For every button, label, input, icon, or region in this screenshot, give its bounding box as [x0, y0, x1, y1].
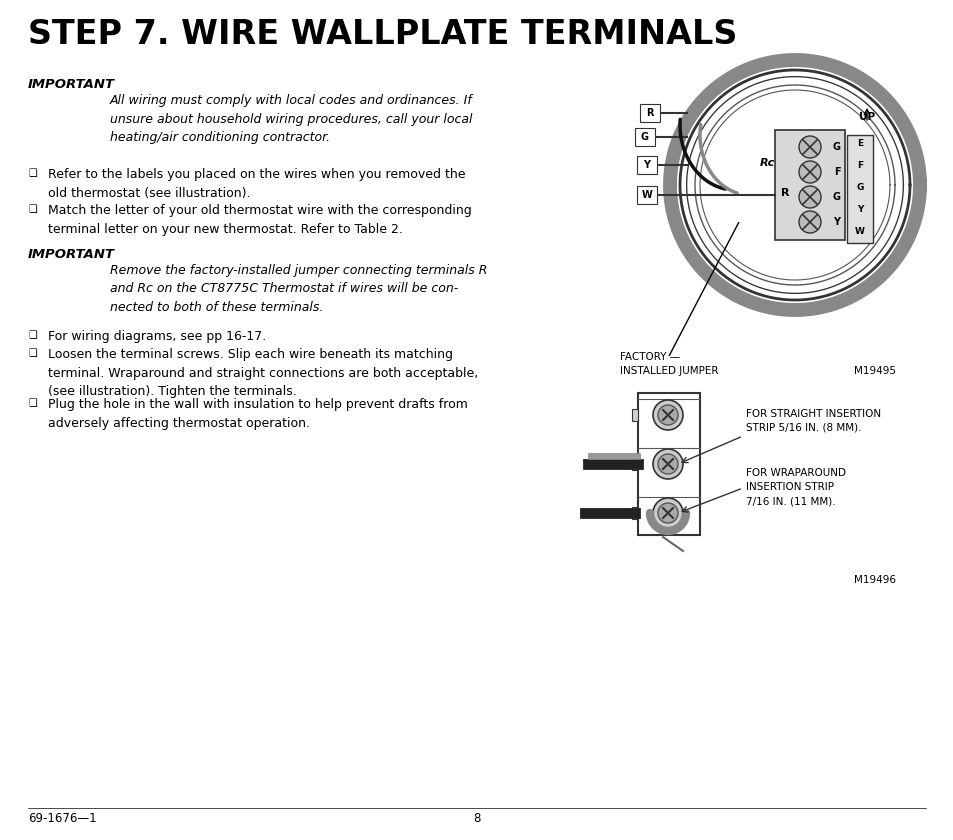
Text: G: G: [640, 132, 648, 142]
Text: ❑: ❑: [28, 168, 37, 178]
Text: Y: Y: [643, 160, 650, 170]
Text: R: R: [645, 108, 653, 118]
Text: R: R: [780, 188, 788, 198]
Text: IMPORTANT: IMPORTANT: [28, 248, 115, 261]
Polygon shape: [687, 78, 901, 292]
Text: M19496: M19496: [853, 575, 895, 585]
Text: All wiring must comply with local codes and ordinances. If
unsure about househol: All wiring must comply with local codes …: [110, 94, 473, 144]
Text: INSTALLED JUMPER: INSTALLED JUMPER: [619, 366, 718, 376]
Bar: [631, 409, 638, 421]
Circle shape: [799, 136, 821, 158]
Text: Y: Y: [833, 217, 840, 227]
Text: G: G: [856, 182, 862, 192]
FancyBboxPatch shape: [635, 128, 655, 146]
Text: Match the letter of your old thermostat wire with the corresponding
terminal let: Match the letter of your old thermostat …: [48, 204, 471, 235]
Text: Refer to the labels you placed on the wires when you removed the
old thermostat : Refer to the labels you placed on the wi…: [48, 168, 465, 199]
Text: Rc: Rc: [759, 158, 774, 168]
Bar: [579, 508, 639, 518]
Text: ❑: ❑: [28, 398, 37, 408]
Text: G: G: [832, 192, 841, 202]
Text: UP: UP: [858, 112, 874, 122]
Circle shape: [658, 405, 678, 425]
Text: FOR WRAPAROUND
INSERTION STRIP
7/16 IN. (11 MM).: FOR WRAPAROUND INSERTION STRIP 7/16 IN. …: [745, 468, 845, 506]
Text: Remove the factory-installed jumper connecting terminals R
and Rc on the CT8775C: Remove the factory-installed jumper conn…: [110, 264, 487, 314]
Text: W: W: [641, 190, 652, 200]
Circle shape: [799, 211, 821, 233]
Bar: [846, 135, 872, 243]
Text: ❑: ❑: [28, 330, 37, 340]
Text: F: F: [833, 167, 840, 177]
Text: 69-1676—1: 69-1676—1: [28, 812, 96, 825]
Text: W: W: [854, 227, 864, 235]
Text: M19495: M19495: [853, 366, 895, 376]
Text: Loosen the terminal screws. Slip each wire beneath its matching
terminal. Wrapar: Loosen the terminal screws. Slip each wi…: [48, 348, 477, 398]
Text: STEP 7. WIRE WALLPLATE TERMINALS: STEP 7. WIRE WALLPLATE TERMINALS: [28, 18, 737, 51]
Bar: [631, 507, 638, 519]
Text: E: E: [856, 139, 862, 148]
Text: 8: 8: [473, 812, 480, 825]
Text: FACTORY —: FACTORY —: [619, 352, 679, 362]
Circle shape: [799, 161, 821, 183]
Circle shape: [658, 454, 678, 474]
Bar: [582, 459, 642, 469]
FancyBboxPatch shape: [639, 104, 659, 122]
FancyBboxPatch shape: [637, 156, 657, 174]
Bar: [774, 130, 844, 240]
Text: For wiring diagrams, see pp 16-17.: For wiring diagrams, see pp 16-17.: [48, 330, 266, 343]
Text: Plug the hole in the wall with insulation to help prevent drafts from
adversely : Plug the hole in the wall with insulatio…: [48, 398, 467, 429]
Circle shape: [652, 498, 682, 528]
Bar: [587, 453, 639, 459]
Bar: [638, 393, 700, 535]
Circle shape: [652, 449, 682, 479]
Circle shape: [652, 400, 682, 430]
Text: IMPORTANT: IMPORTANT: [28, 78, 115, 91]
Text: Y: Y: [856, 204, 862, 213]
Text: F: F: [856, 160, 862, 170]
Text: FOR STRAIGHT INSERTION
STRIP 5/16 IN. (8 MM).: FOR STRAIGHT INSERTION STRIP 5/16 IN. (8…: [745, 409, 881, 433]
Text: G: G: [832, 142, 841, 152]
Circle shape: [658, 503, 678, 523]
Text: ❑: ❑: [28, 204, 37, 214]
Circle shape: [799, 186, 821, 208]
Text: ❑: ❑: [28, 348, 37, 358]
FancyBboxPatch shape: [637, 186, 657, 204]
Bar: [631, 458, 638, 470]
